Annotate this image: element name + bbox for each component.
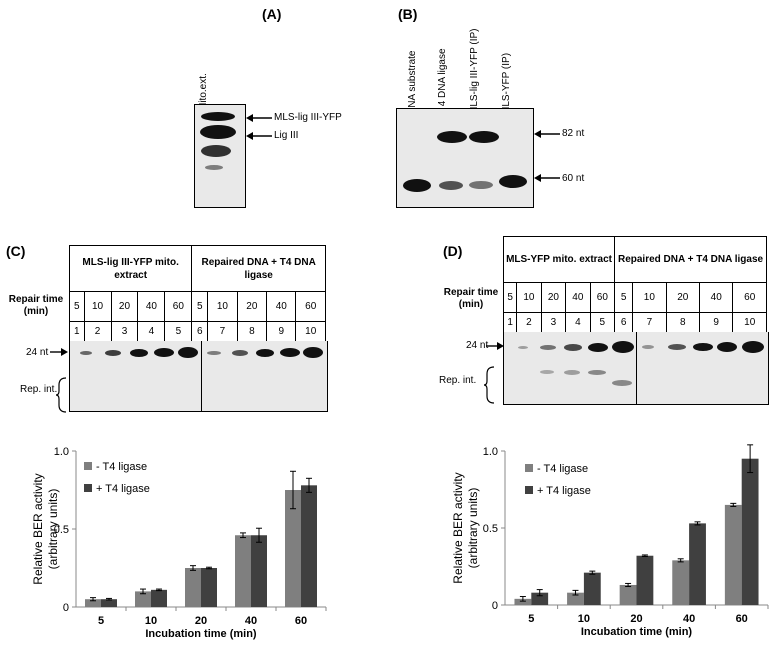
bar-minus-t4-60: [285, 490, 301, 607]
bar-plus-t4-20: [636, 555, 654, 605]
bar-plus-t4-5: [531, 592, 549, 605]
x-tick-label: 5: [98, 615, 104, 627]
bar-plus-t4-10: [151, 589, 167, 607]
arrow-24nt-c: [50, 348, 68, 356]
y-tick-label: 0: [492, 600, 498, 612]
y-tick-label: 0.5: [54, 524, 69, 536]
x-tick-label: 60: [736, 613, 748, 625]
gel-d: [503, 332, 769, 405]
bar-minus-t4-40: [672, 560, 690, 605]
y-tick-label: 1.0: [54, 446, 69, 458]
times-row-d: 5 10 20 40 60 5 10 20 40 60: [502, 282, 767, 313]
bar-minus-t4-60: [724, 504, 742, 605]
bar-minus-t4-10: [135, 591, 151, 607]
bar-plus-t4-60: [301, 485, 317, 607]
legend-label-0: - T4 ligase: [96, 461, 147, 473]
x-tick-label: 10: [578, 613, 590, 625]
group-c2: Repaired DNA + T4 DNA ligase: [191, 245, 326, 292]
x-tick-label: 20: [630, 613, 642, 625]
arrow-label-lig-iii: Lig III: [274, 130, 299, 141]
x-axis-label: Incubation time (min): [581, 626, 693, 638]
legend-swatch-0: [525, 464, 533, 472]
repair-time-label-d: Repair time (min): [443, 287, 499, 310]
lane-label-dna-substrate: DNA substrate: [407, 50, 418, 115]
legend-label-1: + T4 ligase: [537, 485, 591, 497]
bar-plus-t4-20: [201, 568, 217, 607]
table-c: MLS-lig III-YFP mito. extract Repaired D…: [68, 245, 326, 342]
rep-label-c: Rep. int.: [20, 384, 58, 395]
bar-plus-t4-40: [251, 535, 267, 607]
gel-b: [396, 108, 534, 208]
bar-minus-t4-20: [185, 568, 201, 607]
legend-label-0: - T4 ligase: [537, 463, 588, 475]
panel-d-label: (D): [443, 243, 463, 259]
bar-minus-t4-40: [235, 535, 251, 607]
group-d2: Repaired DNA + T4 DNA ligase: [614, 236, 767, 283]
arrow-24nt-d: [486, 342, 504, 350]
lane-label-mls-lig-ip: MLS-lig III-YFP (IP): [469, 28, 480, 116]
arrow-label-60nt: 60 nt: [562, 173, 585, 184]
panel-b-label: (B): [398, 6, 418, 22]
arrows-a: [246, 114, 272, 140]
legend-swatch-1: [84, 484, 92, 492]
arrow-label-mls-lig: MLS-lig III-YFP: [274, 112, 342, 123]
gel-c: [69, 341, 328, 412]
x-tick-label: 60: [295, 615, 307, 627]
arrow-label-82nt: 82 nt: [562, 128, 585, 139]
times-row-c: 5 10 20 40 60 5 10 20 40 60: [69, 291, 326, 322]
bracket-d: [484, 366, 495, 404]
band-label-d: 24 nt: [466, 340, 489, 351]
bar-plus-t4-60: [741, 458, 759, 605]
x-tick-label: 40: [683, 613, 695, 625]
y-tick-label: 1.0: [483, 446, 498, 458]
group-d1: MLS-YFP mito. extract: [502, 236, 616, 283]
group-c1: MLS-lig III-YFP mito. extract: [68, 245, 193, 292]
panel-a-label: (A): [262, 6, 282, 22]
x-tick-label: 20: [195, 615, 207, 627]
x-tick-label: 5: [528, 613, 534, 625]
x-axis-label: Incubation time (min): [145, 628, 257, 640]
bracket-c: [56, 377, 67, 413]
bar-plus-t4-5: [101, 599, 117, 607]
bar-plus-t4-40: [689, 523, 706, 605]
chart-d: 0 0.5 1.0 5 10 20 40 60 - T4 ligase + T4 ligase In…: [451, 444, 769, 638]
chart-c: 0 0.5 1.0 5 10 20 40 60 - T4 ligase + T4 ligase In…: [31, 446, 327, 640]
repair-time-label-c: Repair time (min): [8, 294, 64, 317]
legend-swatch-0: [84, 462, 92, 470]
rep-label-d: Rep. int.: [439, 375, 477, 386]
legend-swatch-1: [525, 486, 533, 494]
x-tick-label: 40: [245, 615, 257, 627]
bar-minus-t4-5: [85, 599, 101, 607]
y-axis-label: Relative BER activity(arbitrary units): [451, 472, 480, 583]
lane-label-mls-yfp-ip: MLS-YFP (IP): [501, 52, 512, 115]
gel-a: [194, 104, 246, 208]
x-tick-label: 10: [145, 615, 157, 627]
panel-c-label: (C): [6, 243, 26, 259]
table-d: MLS-YFP mito. extract Repaired DNA + T4 …: [502, 236, 767, 333]
bar-minus-t4-20: [619, 584, 637, 605]
bar-minus-t4-10: [567, 592, 584, 605]
legend-label-1: + T4 ligase: [96, 483, 150, 495]
arrows-b: [534, 130, 560, 182]
y-tick-label: 0: [63, 602, 69, 614]
y-axis-label: Relative BER activity(arbitrary units): [31, 473, 60, 584]
lane-label-t4-ligase: T 4 DNA ligase: [437, 48, 448, 115]
bar-minus-t4-5: [514, 598, 532, 605]
y-tick-label: 0.5: [483, 523, 498, 535]
bar-plus-t4-10: [583, 572, 601, 605]
band-label-c: 24 nt: [26, 347, 49, 358]
